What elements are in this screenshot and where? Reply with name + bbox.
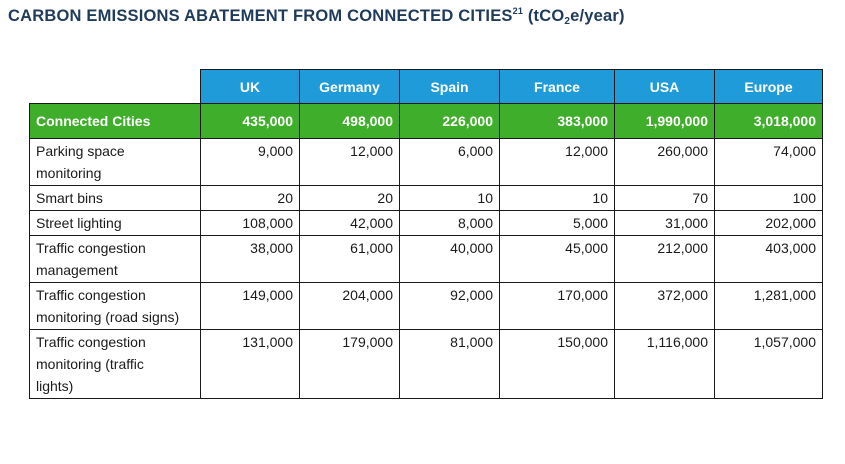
table-cell: 45,000 [499,235,615,283]
table-cell: 92,000 [399,282,500,330]
table-cell: 10 [499,185,615,211]
table-cell: 108,000 [200,210,300,236]
unit-post: e/year) [570,7,625,25]
table-row: Traffic congestion monitoring (road sign… [29,282,823,330]
table-cell: 150,000 [499,329,615,399]
table-row: Traffic congestion monitoring (traffic l… [29,329,823,399]
table-cell: 403,000 [714,235,823,283]
row-label: Traffic congestion management [29,235,201,283]
title-text: CARBON EMISSIONS ABATEMENT FROM CONNECTE… [8,7,513,25]
total-cell: 226,000 [399,103,500,139]
total-row: Connected Cities 435,000 498,000 226,000… [29,103,823,139]
table-cell: 12,000 [499,138,615,186]
table-cell: 260,000 [614,138,715,186]
table-cell: 74,000 [714,138,823,186]
total-cell: 3,018,000 [714,103,823,139]
table-cell: 20 [299,185,400,211]
table-cell: 40,000 [399,235,500,283]
total-cell: 383,000 [499,103,615,139]
table-cell: 42,000 [299,210,400,236]
table-cell: 202,000 [714,210,823,236]
column-header-germany: Germany [299,69,400,104]
total-cell: 1,990,000 [614,103,715,139]
header-row: UK Germany Spain France USA Europe [30,69,823,104]
table-cell: 61,000 [299,235,400,283]
title-footnote: 21 [512,6,524,16]
table-cell: 131,000 [200,329,300,399]
row-label-text: Traffic congestion monitoring (road sign… [36,287,180,325]
table-cell: 38,000 [200,235,300,283]
row-label-text: Traffic congestion monitoring (traffic l… [36,334,146,394]
table-cell: 212,000 [614,235,715,283]
table-cell: 10 [399,185,500,211]
table-cell: 70 [614,185,715,211]
table-cell: 31,000 [614,210,715,236]
table-row: Parking space monitoring 9,000 12,000 6,… [29,138,823,186]
table-row: Smart bins 20 20 10 10 70 100 [29,185,823,211]
table-row: Traffic congestion management 38,000 61,… [29,235,823,283]
table-cell: 81,000 [399,329,500,399]
row-label: Traffic congestion monitoring (road sign… [29,282,201,330]
column-header-uk: UK [200,69,300,104]
table-cell: 149,000 [200,282,300,330]
total-cell: 435,000 [200,103,300,139]
row-label-text: Traffic congestion management [36,240,146,278]
column-header-usa: USA [614,69,715,104]
table-cell: 179,000 [299,329,400,399]
table-cell: 12,000 [299,138,400,186]
table-cell: 100 [714,185,823,211]
table-cell: 1,057,000 [714,329,823,399]
title-unit: (tCO2e/year) [527,7,625,27]
table-cell: 372,000 [614,282,715,330]
total-cell: 498,000 [299,103,400,139]
table-cell: 1,116,000 [614,329,715,399]
row-label: Smart bins [29,185,201,211]
table-cell: 1,281,000 [714,282,823,330]
table-cell: 6,000 [399,138,500,186]
unit-pre: (tCO [527,7,565,25]
column-header-france: France [499,69,615,104]
emissions-table: UK Germany Spain France USA Europe Conne… [29,69,823,399]
row-label: Parking space monitoring [29,138,201,186]
table-cell: 204,000 [299,282,400,330]
table-cell: 20 [200,185,300,211]
row-label-text: Parking space monitoring [36,143,125,181]
total-label: Connected Cities [29,103,201,139]
row-label: Street lighting [29,210,201,236]
page-title: CARBON EMISSIONS ABATEMENT FROM CONNECTE… [8,6,625,27]
table-cell: 8,000 [399,210,500,236]
table-cell: 5,000 [499,210,615,236]
unit-sub: 2 [564,16,571,27]
row-label: Traffic congestion monitoring (traffic l… [29,329,201,399]
column-header-spain: Spain [399,69,500,104]
table-row: Street lighting 108,000 42,000 8,000 5,0… [29,210,823,236]
table-cell: 9,000 [200,138,300,186]
header-corner [30,70,201,104]
column-header-europe: Europe [714,69,823,104]
table-cell: 170,000 [499,282,615,330]
